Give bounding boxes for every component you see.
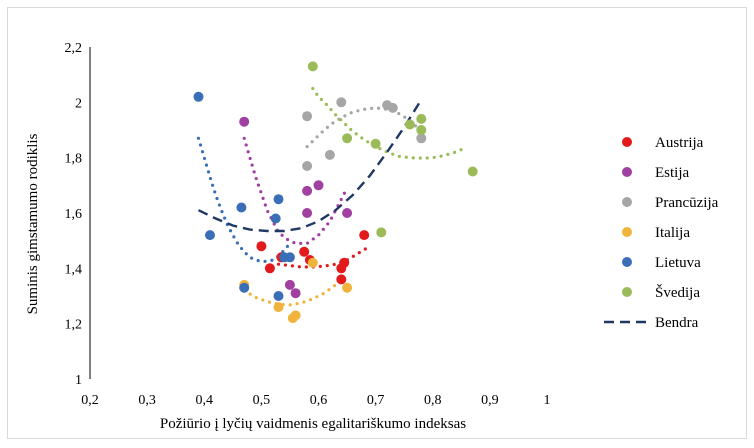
point-svedija [342,133,353,144]
legend-label-lietuva: Lietuva [655,255,701,271]
y-tick-label: 1,6 [65,207,83,222]
point-prancuzija [387,102,398,113]
legend-marker-estija [622,167,632,177]
trend-svedija [311,86,469,160]
axes: 1 1,2 1,4 1,6 1,8 2 2,2 0,2 0,3 0,4 0,5 0,6 0,7 0,8 0,… [65,41,551,408]
legend-label-bendra: Bendra [655,315,699,331]
point-austrija [359,230,370,241]
point-estija [284,279,295,290]
x-tick-label: 0,8 [424,393,442,408]
trend-italija [242,283,338,307]
line-bendra [197,98,423,233]
trend-estija [242,136,349,245]
point-lietuva [284,252,295,263]
legend-marker-prancuzija [622,197,632,207]
chart-border [7,7,747,439]
legend-marker-austrija [622,137,632,147]
point-svedija [404,119,415,130]
point-austrija [256,241,267,252]
legend-label-svedija: Švedija [655,284,700,301]
legend-label-estija: Estija [655,165,690,181]
x-axis-label: Požiūrio į lyčių vaidmenis egalitariškum… [160,416,466,432]
x-tick-label: 0,6 [310,393,328,408]
point-italija [342,282,353,293]
legend-marker-italija [622,227,632,237]
point-prancuzija [302,161,313,171]
point-estija [302,185,313,196]
point-svedija [307,61,318,72]
x-tick-label: 1 [544,393,551,408]
point-austrija [339,257,350,268]
legend-marker-lietuva [622,257,632,267]
point-prancuzija [416,133,427,144]
point-austrija [336,274,347,285]
point-lietuva [236,202,247,213]
data-points [193,61,478,324]
point-svedija [416,113,427,124]
legend: Austrija Estija Prancūzija Italija Lietuva Šv… [604,135,719,331]
point-estija [302,208,313,218]
x-tick-label: 0,3 [138,393,156,408]
point-svedija [376,227,387,238]
legend-marker-svedija [622,287,632,297]
point-svedija [467,166,478,177]
point-estija [290,288,301,299]
x-tick-label: 0,9 [481,393,499,408]
trend-austrija [276,244,372,269]
legend-label-italija: Italija [655,225,690,241]
point-italija [290,310,301,321]
x-tick-label: 0,4 [196,393,214,408]
y-tick-label: 2,2 [65,41,83,56]
legend-label-austrija: Austrija [655,135,704,151]
y-tick-label: 1,2 [65,318,83,333]
y-tick-label: 1,8 [65,152,83,167]
point-lietuva [273,194,284,205]
point-italija [307,257,318,268]
point-italija [273,302,284,313]
point-estija [313,180,324,191]
point-lietuva [270,213,281,224]
point-austrija [264,263,275,274]
x-tick-label: 0,7 [367,393,385,408]
point-lietuva [273,291,284,301]
point-lietuva [205,230,215,241]
point-prancuzija [336,97,347,108]
trend-lines [196,86,469,307]
point-lietuva [193,91,204,102]
point-lietuva [239,282,250,293]
point-svedija [370,138,381,149]
x-tick-label: 0,5 [253,393,271,408]
y-tick-label: 2 [75,96,82,111]
legend-label-prancuzija: Prancūzija [655,195,719,211]
point-estija [239,116,250,127]
point-svedija [416,125,427,135]
point-estija [342,208,353,218]
y-axis-label: Suminis gimstamumo rodiklis [25,133,41,314]
point-prancuzija [302,111,313,122]
point-austrija [299,246,310,257]
y-tick-label: 1,4 [65,262,83,277]
trend-prancuzija [305,106,423,149]
x-tick-label: 0,2 [81,393,99,408]
point-prancuzija [324,149,335,160]
y-tick-label: 1 [75,373,82,388]
